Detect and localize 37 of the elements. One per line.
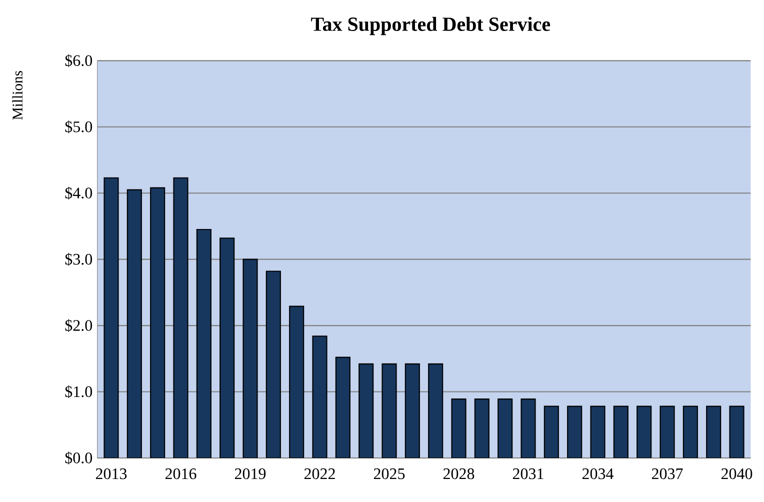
- bar: [498, 398, 513, 458]
- bar: [196, 228, 212, 458]
- bar: [126, 189, 142, 458]
- x-tick-label: 2016: [165, 468, 196, 480]
- x-tick-label: 2037: [652, 468, 683, 480]
- bar: [682, 406, 698, 458]
- bar: [474, 398, 490, 458]
- bar: [404, 363, 420, 458]
- x-tick-label: 2019: [234, 468, 266, 480]
- bar: [544, 406, 559, 458]
- bar: [289, 306, 304, 458]
- y-tick-label: $2.0: [65, 319, 92, 332]
- bar: [358, 363, 374, 458]
- x-tick-label: 2034: [582, 468, 614, 480]
- y-tick-label: $4.0: [65, 186, 92, 200]
- x-tick-label: 2025: [374, 468, 405, 480]
- bar: [428, 363, 444, 458]
- bar: [220, 238, 235, 458]
- x-tick-label: 2028: [443, 468, 474, 480]
- bar: [613, 406, 628, 458]
- y-tick-label: $1.0: [65, 385, 92, 398]
- y-axis-title: Millions: [12, 71, 23, 120]
- bar: [636, 406, 652, 458]
- bar: [150, 187, 166, 458]
- x-tick-label: 2013: [96, 468, 127, 480]
- bar: [266, 270, 281, 458]
- x-tick-label: 2022: [304, 468, 335, 480]
- y-tick-label: $5.0: [65, 120, 92, 134]
- bar: [567, 406, 582, 458]
- x-tick-label: 2040: [721, 468, 752, 480]
- chart-title: Tax Supported Debt Service: [311, 16, 550, 36]
- y-tick-label: $6.0: [65, 54, 92, 68]
- bar: [335, 356, 350, 458]
- bar: [706, 406, 722, 458]
- y-tick-label: $3.0: [65, 252, 92, 266]
- y-tick-label: $0.0: [65, 452, 92, 464]
- x-tick-label: 2031: [512, 468, 544, 480]
